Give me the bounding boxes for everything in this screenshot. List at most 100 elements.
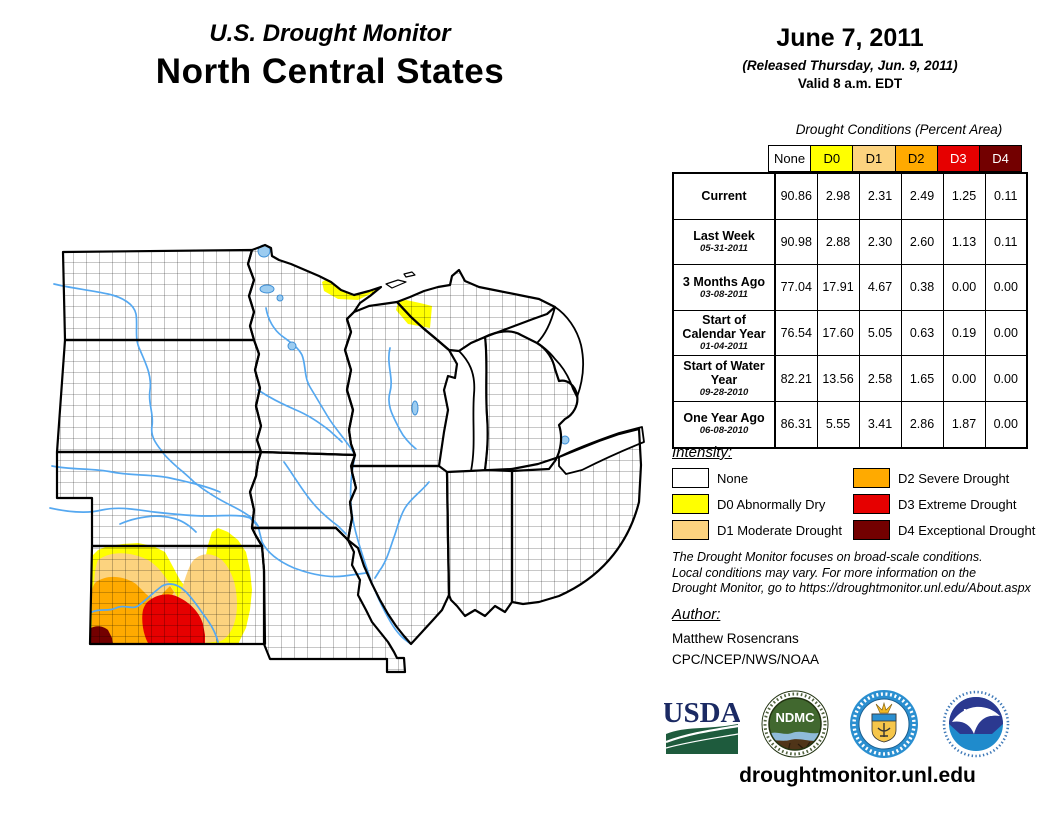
cell-value: 3.41 xyxy=(858,400,902,449)
title-block: U.S. Drought Monitor North Central State… xyxy=(30,20,630,92)
cell-value: 2.31 xyxy=(858,172,902,220)
cell-value: 76.54 xyxy=(774,309,818,357)
cell-value: 2.86 xyxy=(900,400,944,449)
superior-island-icon xyxy=(403,271,416,278)
disclaimer-line: The Drought Monitor focuses on broad-sca… xyxy=(672,550,983,564)
noaa-ring-text-icon xyxy=(942,690,1010,758)
table-header-row: None D0 D1 D2 D3 D4 xyxy=(768,145,1023,172)
legend-label: D3 Extreme Drought xyxy=(898,496,1017,512)
cell-value: 17.91 xyxy=(816,264,860,311)
valid-time: Valid 8 a.m. EDT xyxy=(797,76,903,91)
none-swatch xyxy=(672,468,709,488)
cell-value: 0.11 xyxy=(984,172,1028,220)
website-url: droughtmonitor.unl.edu xyxy=(739,764,976,787)
cell-value: 90.98 xyxy=(774,218,818,266)
ndmc-inner-ring xyxy=(768,697,822,751)
table-row: Start of Water Year 09-28-2010 82.21 13.5… xyxy=(672,355,1028,402)
row-date: 03-08-2011 xyxy=(700,288,748,300)
legend-item-d0: D0 Abnormally Dry xyxy=(672,494,842,514)
cell-value: 2.30 xyxy=(858,218,902,266)
cell-value: 2.58 xyxy=(858,355,902,402)
d1-swatch xyxy=(672,520,709,540)
author-block: Author: Matthew Rosencrans CPC/NCEP/NWS/… xyxy=(672,606,819,667)
mille-lacs-lake xyxy=(287,341,297,351)
niobrara-river xyxy=(51,465,221,493)
col-header-d1: D1 xyxy=(852,145,896,172)
doc-ring-text-icon xyxy=(852,692,916,756)
ndmc-logo: NDMC xyxy=(761,690,829,758)
cell-value: 90.86 xyxy=(774,172,818,220)
noaa-gull-icon xyxy=(952,706,1000,734)
cell-value: 1.65 xyxy=(900,355,944,402)
cell-value: 0.00 xyxy=(984,309,1028,357)
inland-lakes xyxy=(257,244,570,445)
ndmc-ring-text-icon xyxy=(763,692,827,756)
legend-column-right: D2 Severe Drought D3 Extreme Drought D4 … xyxy=(853,468,1035,546)
ndmc-text: NDMC xyxy=(776,710,816,725)
legend-column-left: None D0 Abnormally Dry D1 Moderate Droug… xyxy=(672,468,842,546)
cell-value: 0.38 xyxy=(900,264,944,311)
author-name: Matthew Rosencrans xyxy=(672,631,799,646)
platte-river xyxy=(49,507,259,527)
legend-heading: Intensity: xyxy=(672,444,733,461)
usda-text: USDA xyxy=(664,698,740,729)
leech-lake xyxy=(276,294,284,302)
legend-label: D2 Severe Drought xyxy=(898,470,1010,486)
usda-road-icon xyxy=(665,724,739,744)
commerce-seal-logo xyxy=(850,690,918,758)
cell-value: 2.88 xyxy=(816,218,860,266)
map-date: June 7, 2011 xyxy=(776,24,924,52)
legend-item-d1: D1 Moderate Drought xyxy=(672,520,842,540)
ndmc-river-icon xyxy=(769,731,821,741)
usda-logo: USDA xyxy=(664,698,740,754)
d4-swatch xyxy=(853,520,890,540)
region-title: North Central States xyxy=(155,52,505,91)
cell-value: 86.31 xyxy=(774,400,818,449)
col-header-d3: D3 xyxy=(936,145,980,172)
legend-item-d3: D3 Extreme Drought xyxy=(853,494,1035,514)
col-header-d4: D4 xyxy=(978,145,1023,172)
author-heading: Author: xyxy=(672,606,721,623)
cell-value: 1.25 xyxy=(942,172,986,220)
row-label: Start of Calendar Year xyxy=(682,313,766,342)
lake-st-clair xyxy=(560,435,570,445)
report-title: U.S. Drought Monitor xyxy=(209,20,451,47)
row-label: One Year Ago xyxy=(683,411,765,426)
release-date: (Released Thursday, Jun. 9, 2011) xyxy=(742,58,958,73)
cell-value: 5.55 xyxy=(816,400,860,449)
cell-value: 2.98 xyxy=(816,172,860,220)
cell-value: 0.00 xyxy=(984,264,1028,311)
legend-label: D1 Moderate Drought xyxy=(717,522,843,538)
row-date: 05-31-2011 xyxy=(700,243,748,255)
illinois-river xyxy=(374,481,430,579)
table-row: 3 Months Ago 03-08-2011 77.04 17.91 4.67 … xyxy=(672,264,1028,311)
cell-value: 0.00 xyxy=(984,400,1028,449)
cell-value: 5.05 xyxy=(858,309,902,357)
disclaimer-text: The Drought Monitor focuses on broad-sca… xyxy=(672,550,1031,597)
cell-value: 17.60 xyxy=(816,309,860,357)
table-row: Start of Calendar Year 01-04-2011 76.54 1… xyxy=(672,309,1028,357)
cell-value: 77.04 xyxy=(774,264,818,311)
arkansas-river xyxy=(91,583,219,643)
cell-value: 0.00 xyxy=(942,355,986,402)
cell-value: 4.67 xyxy=(858,264,902,311)
disclaimer-line: Local conditions may vary. For more info… xyxy=(672,565,977,580)
cell-value: 1.13 xyxy=(942,218,986,266)
intensity-legend: Intensity: None D0 Abnormally Dry D1 Mod… xyxy=(672,444,1042,540)
doc-shield-chief-icon xyxy=(871,713,897,722)
doc-eagle-icon xyxy=(875,701,893,714)
isle-royale-icon xyxy=(385,279,407,289)
missouri-river xyxy=(53,283,367,578)
cell-value: 13.56 xyxy=(816,355,860,402)
row-date: 09-28-2010 xyxy=(699,386,749,398)
drought-conditions-table: Current 90.86 2.98 2.31 2.49 1.25 0.11 L… xyxy=(672,172,1028,449)
cell-value: 0.00 xyxy=(942,264,986,311)
cell-value: 0.11 xyxy=(984,218,1028,266)
cell-value: 0.00 xyxy=(984,355,1028,402)
row-label: Start of Water Year xyxy=(683,358,765,387)
drought-map xyxy=(8,240,660,685)
lake-huron xyxy=(536,306,584,398)
doc-anchor-icon xyxy=(877,723,891,737)
lake-winnebago xyxy=(411,400,419,416)
map-canvas xyxy=(49,243,645,674)
